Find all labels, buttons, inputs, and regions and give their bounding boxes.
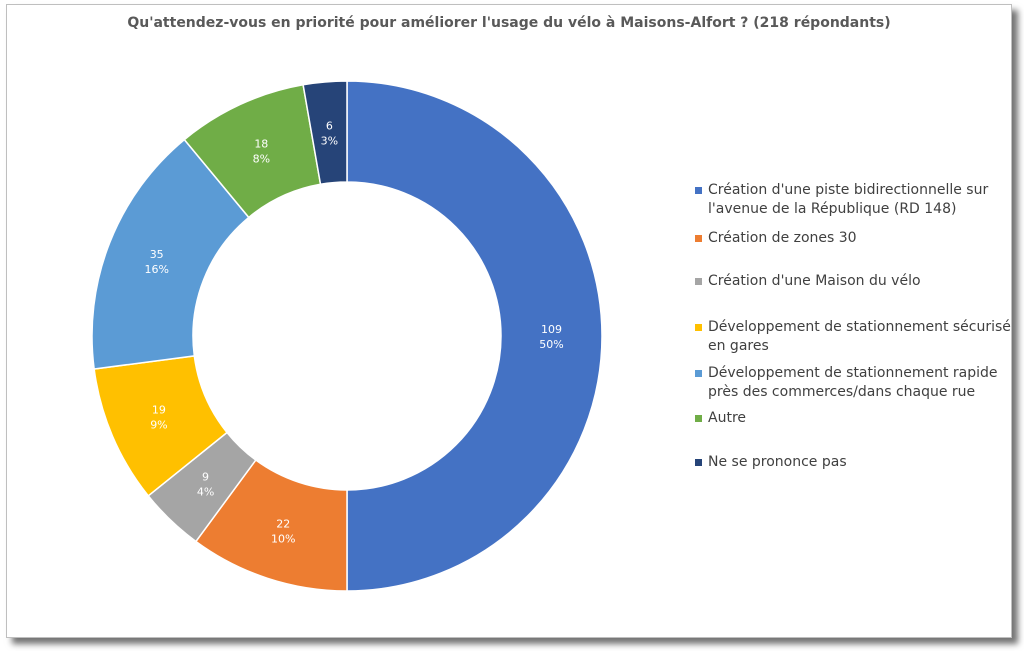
slice-percent-label: 4% [197, 486, 214, 499]
legend-item-2: Création d'une Maison du vélo [695, 272, 1015, 291]
slice-percent-label: 16% [144, 263, 168, 276]
chart-title: Qu'attendez-vous en priorité pour amélio… [127, 15, 891, 31]
legend-label: Autre [708, 410, 747, 426]
slice-value-label: 22 [276, 517, 290, 530]
legend-label: Ne se prononce pas [708, 454, 847, 470]
slice-percent-label: 9% [150, 418, 167, 431]
legend-item-1: Création de zones 30 [695, 229, 1015, 248]
donut-slice-6 [302, 80, 348, 186]
legend-item-4: Développement de stationnement rapide pr… [695, 364, 1015, 402]
legend-swatch [695, 459, 702, 466]
donut-slice-0 [346, 80, 603, 592]
slice-percent-label: 50% [539, 338, 563, 351]
legend-item-0: Création d'une piste bidirectionnelle su… [695, 181, 1015, 219]
legend-item-6: Ne se prononce pas [695, 453, 1015, 472]
legend-item-3: Développement de stationnement sécurisé … [695, 318, 1015, 356]
legend-swatch [695, 235, 702, 242]
legend-label: Création de zones 30 [708, 230, 857, 246]
legend-swatch [695, 187, 702, 194]
slice-value-label: 109 [541, 323, 562, 336]
legend-swatch [695, 278, 702, 285]
chart-frame: Qu'attendez-vous en priorité pour amélio… [6, 4, 1012, 638]
slice-value-label: 19 [152, 403, 166, 416]
legend-label: Développement de stationnement rapide pr… [708, 365, 998, 400]
slice-label-3: 199% [150, 403, 167, 431]
slice-percent-label: 8% [253, 152, 270, 165]
slice-label-5: 188% [253, 137, 270, 165]
legend-swatch [695, 415, 702, 422]
slice-value-label: 6 [326, 119, 333, 132]
slice-value-label: 18 [254, 137, 268, 150]
legend-label: Développement de stationnement sécurisé … [708, 319, 1011, 354]
slice-percent-label: 3% [321, 134, 338, 147]
legend-label: Création d'une piste bidirectionnelle su… [708, 182, 989, 217]
slice-value-label: 35 [150, 248, 164, 261]
legend-item-5: Autre [695, 409, 1015, 428]
slice-percent-label: 10% [271, 532, 295, 545]
legend-label: Création d'une Maison du vélo [708, 273, 921, 289]
legend-swatch [695, 370, 702, 377]
slice-label-2: 94% [197, 471, 214, 499]
legend-swatch [695, 324, 702, 331]
slice-label-6: 63% [321, 119, 338, 147]
slice-value-label: 9 [202, 471, 209, 484]
